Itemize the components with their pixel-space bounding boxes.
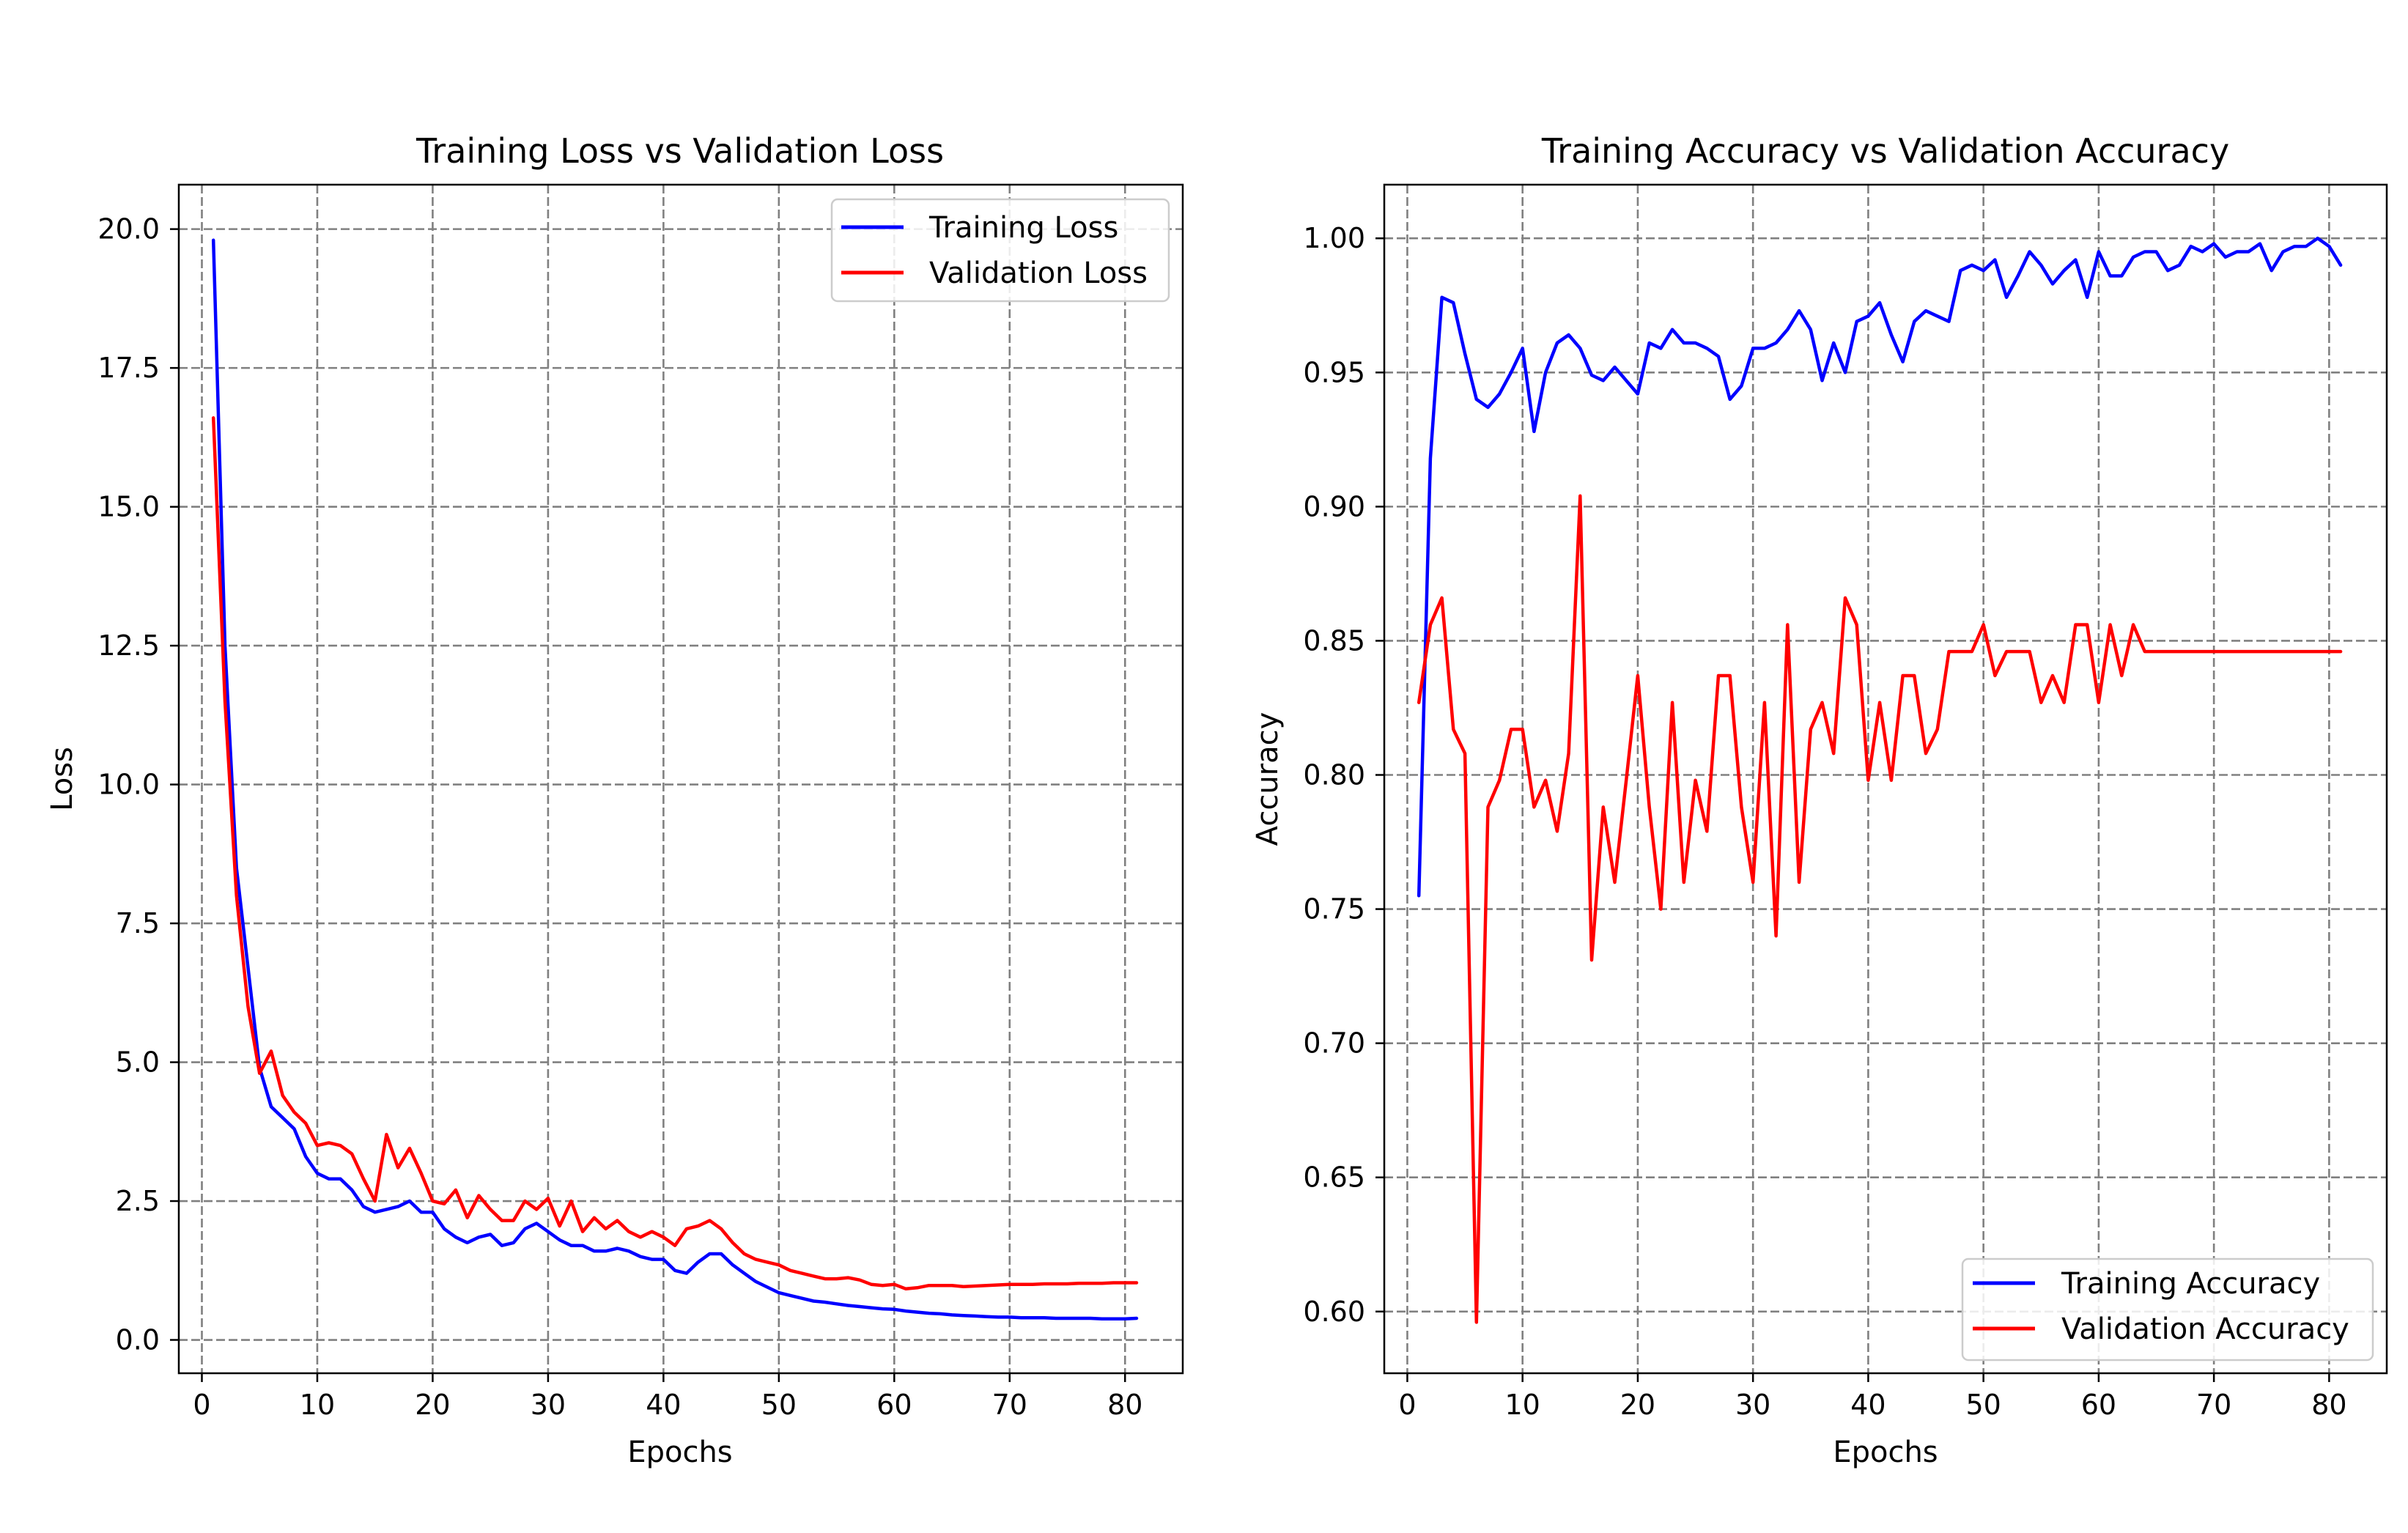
legend-validation-accuracy-label: Validation Accuracy <box>2061 1312 2349 1346</box>
accuracy-chart-x-axis-label: Epochs <box>1833 1436 1938 1469</box>
accuracy-chart-title: Training Accuracy vs Validation Accuracy <box>1541 131 2229 171</box>
accuracy-y-tick-label: 0.60 <box>1303 1296 1365 1328</box>
accuracy-y-tick-label: 0.95 <box>1303 356 1365 388</box>
loss-x-tick-label: 70 <box>992 1389 1027 1421</box>
accuracy-y-tick-label: 0.80 <box>1303 759 1365 791</box>
loss-y-tick-label: 2.5 <box>116 1185 160 1217</box>
accuracy-chart-series <box>1417 236 2343 1324</box>
loss-y-tick-label: 20.0 <box>97 213 160 245</box>
loss-y-tick-label: 0.0 <box>116 1324 160 1356</box>
accuracy-x-tick-label: 0 <box>1398 1389 1416 1421</box>
loss-y-tick-label: 5.0 <box>116 1046 160 1079</box>
loss-chart-x-axis-label: Epochs <box>627 1436 732 1469</box>
loss-chart-legend: Training Loss Validation Loss <box>830 198 1170 303</box>
loss-x-tick-label: 20 <box>415 1389 450 1421</box>
legend-validation-loss-label: Validation Loss <box>929 256 1148 290</box>
accuracy-x-tick-label: 70 <box>2196 1389 2231 1421</box>
loss-x-tick-label: 60 <box>876 1389 912 1421</box>
loss-chart-y-axis-label: Loss <box>45 747 79 811</box>
series-training-loss-line <box>211 238 1139 1320</box>
loss-chart-legend-box <box>830 198 1170 303</box>
accuracy-chart-plot-area <box>1383 183 2388 1375</box>
loss-chart-grid <box>179 185 1183 1373</box>
loss-chart-series <box>211 238 1139 1320</box>
accuracy-chart-legend: Training Accuracy Validation Accuracy <box>1961 1257 2374 1362</box>
accuracy-x-tick-label: 80 <box>2311 1389 2346 1421</box>
loss-chart-plot-area <box>177 183 1184 1375</box>
accuracy-chart-ticks: 0 10 20 30 40 50 60 70 80 0.60 0.65 0.70 0.75 0.80 0.8… <box>1303 222 2346 1421</box>
loss-y-tick-label: 12.5 <box>97 629 160 662</box>
legend-training-loss-label: Training Loss <box>928 211 1118 245</box>
loss-x-tick-label: 50 <box>761 1389 797 1421</box>
series-validation-accuracy-line <box>1417 494 2343 1324</box>
series-validation-loss-line <box>211 416 1139 1291</box>
accuracy-x-tick-label: 50 <box>1965 1389 2001 1421</box>
loss-x-tick-label: 40 <box>646 1389 681 1421</box>
accuracy-y-tick-label: 0.85 <box>1303 624 1365 657</box>
accuracy-x-tick-label: 40 <box>1850 1389 1886 1421</box>
accuracy-chart-y-axis-label: Accuracy <box>1251 712 1285 846</box>
loss-x-tick-label: 10 <box>300 1389 335 1421</box>
loss-chart-panel: Training Loss vs Validation Loss 0 10 20 30… <box>45 131 1184 1469</box>
accuracy-y-tick-label: 0.65 <box>1303 1161 1365 1194</box>
legend-training-accuracy-label: Training Accuracy <box>2061 1267 2320 1301</box>
accuracy-x-tick-label: 20 <box>1620 1389 1655 1421</box>
accuracy-y-tick-label: 1.00 <box>1303 222 1365 254</box>
loss-y-tick-label: 7.5 <box>116 907 160 939</box>
series-training-accuracy-line <box>1417 236 2343 898</box>
loss-y-tick-label: 15.0 <box>97 491 160 523</box>
accuracy-y-tick-label: 0.75 <box>1303 893 1365 926</box>
accuracy-x-tick-label: 30 <box>1735 1389 1770 1421</box>
accuracy-y-tick-label: 0.70 <box>1303 1027 1365 1060</box>
loss-y-tick-label: 17.5 <box>97 352 160 384</box>
loss-x-tick-label: 80 <box>1107 1389 1142 1421</box>
accuracy-chart-legend-box <box>1961 1257 2374 1362</box>
loss-y-tick-label: 10.0 <box>97 769 160 801</box>
accuracy-x-tick-label: 10 <box>1505 1389 1540 1421</box>
loss-x-tick-label: 0 <box>193 1389 210 1421</box>
accuracy-chart-panel: Training Accuracy vs Validation Accuracy… <box>1251 131 2388 1469</box>
accuracy-x-tick-label: 60 <box>2081 1389 2116 1421</box>
loss-x-tick-label: 30 <box>531 1389 566 1421</box>
loss-chart-ticks: 0 10 20 30 40 50 60 70 80 0.0 2.5 5.0 7.5 10.0 12.5 15.… <box>97 213 1142 1421</box>
loss-chart-title: Training Loss vs Validation Loss <box>416 131 944 171</box>
accuracy-y-tick-label: 0.90 <box>1303 490 1365 522</box>
